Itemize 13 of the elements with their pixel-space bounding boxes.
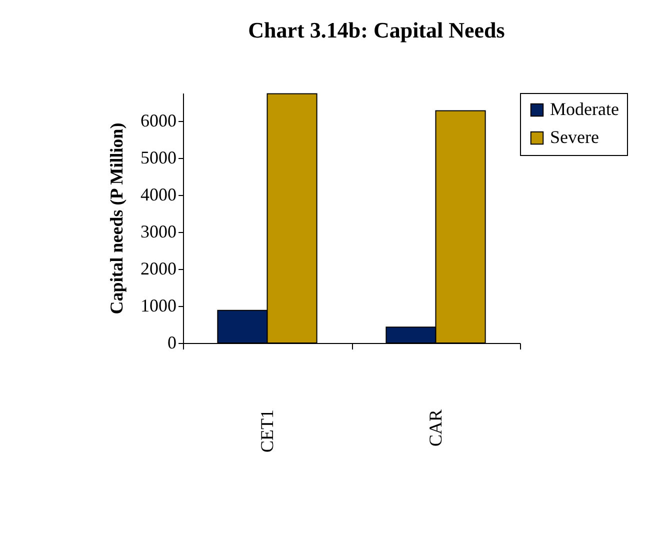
y-tick-label: 3000 — [140, 221, 176, 242]
y-tick-label: 6000 — [140, 110, 176, 130]
x-tick-label: CET1 — [256, 410, 277, 452]
y-tick-label: 2000 — [140, 258, 176, 278]
chart-title: Chart 3.14b: Capital Needs — [248, 18, 506, 42]
y-tick-label: 0 — [168, 332, 176, 352]
y-axis-title: Capital needs (P Million) — [106, 122, 126, 314]
y-tick-label: 1000 — [140, 295, 176, 316]
legend-label: Moderate — [550, 99, 619, 119]
y-tick-label: 5000 — [140, 147, 176, 168]
y-tick-label: 4000 — [140, 184, 176, 204]
x-tick-label: CAR — [425, 410, 446, 447]
legend-label: Severe — [550, 127, 599, 147]
